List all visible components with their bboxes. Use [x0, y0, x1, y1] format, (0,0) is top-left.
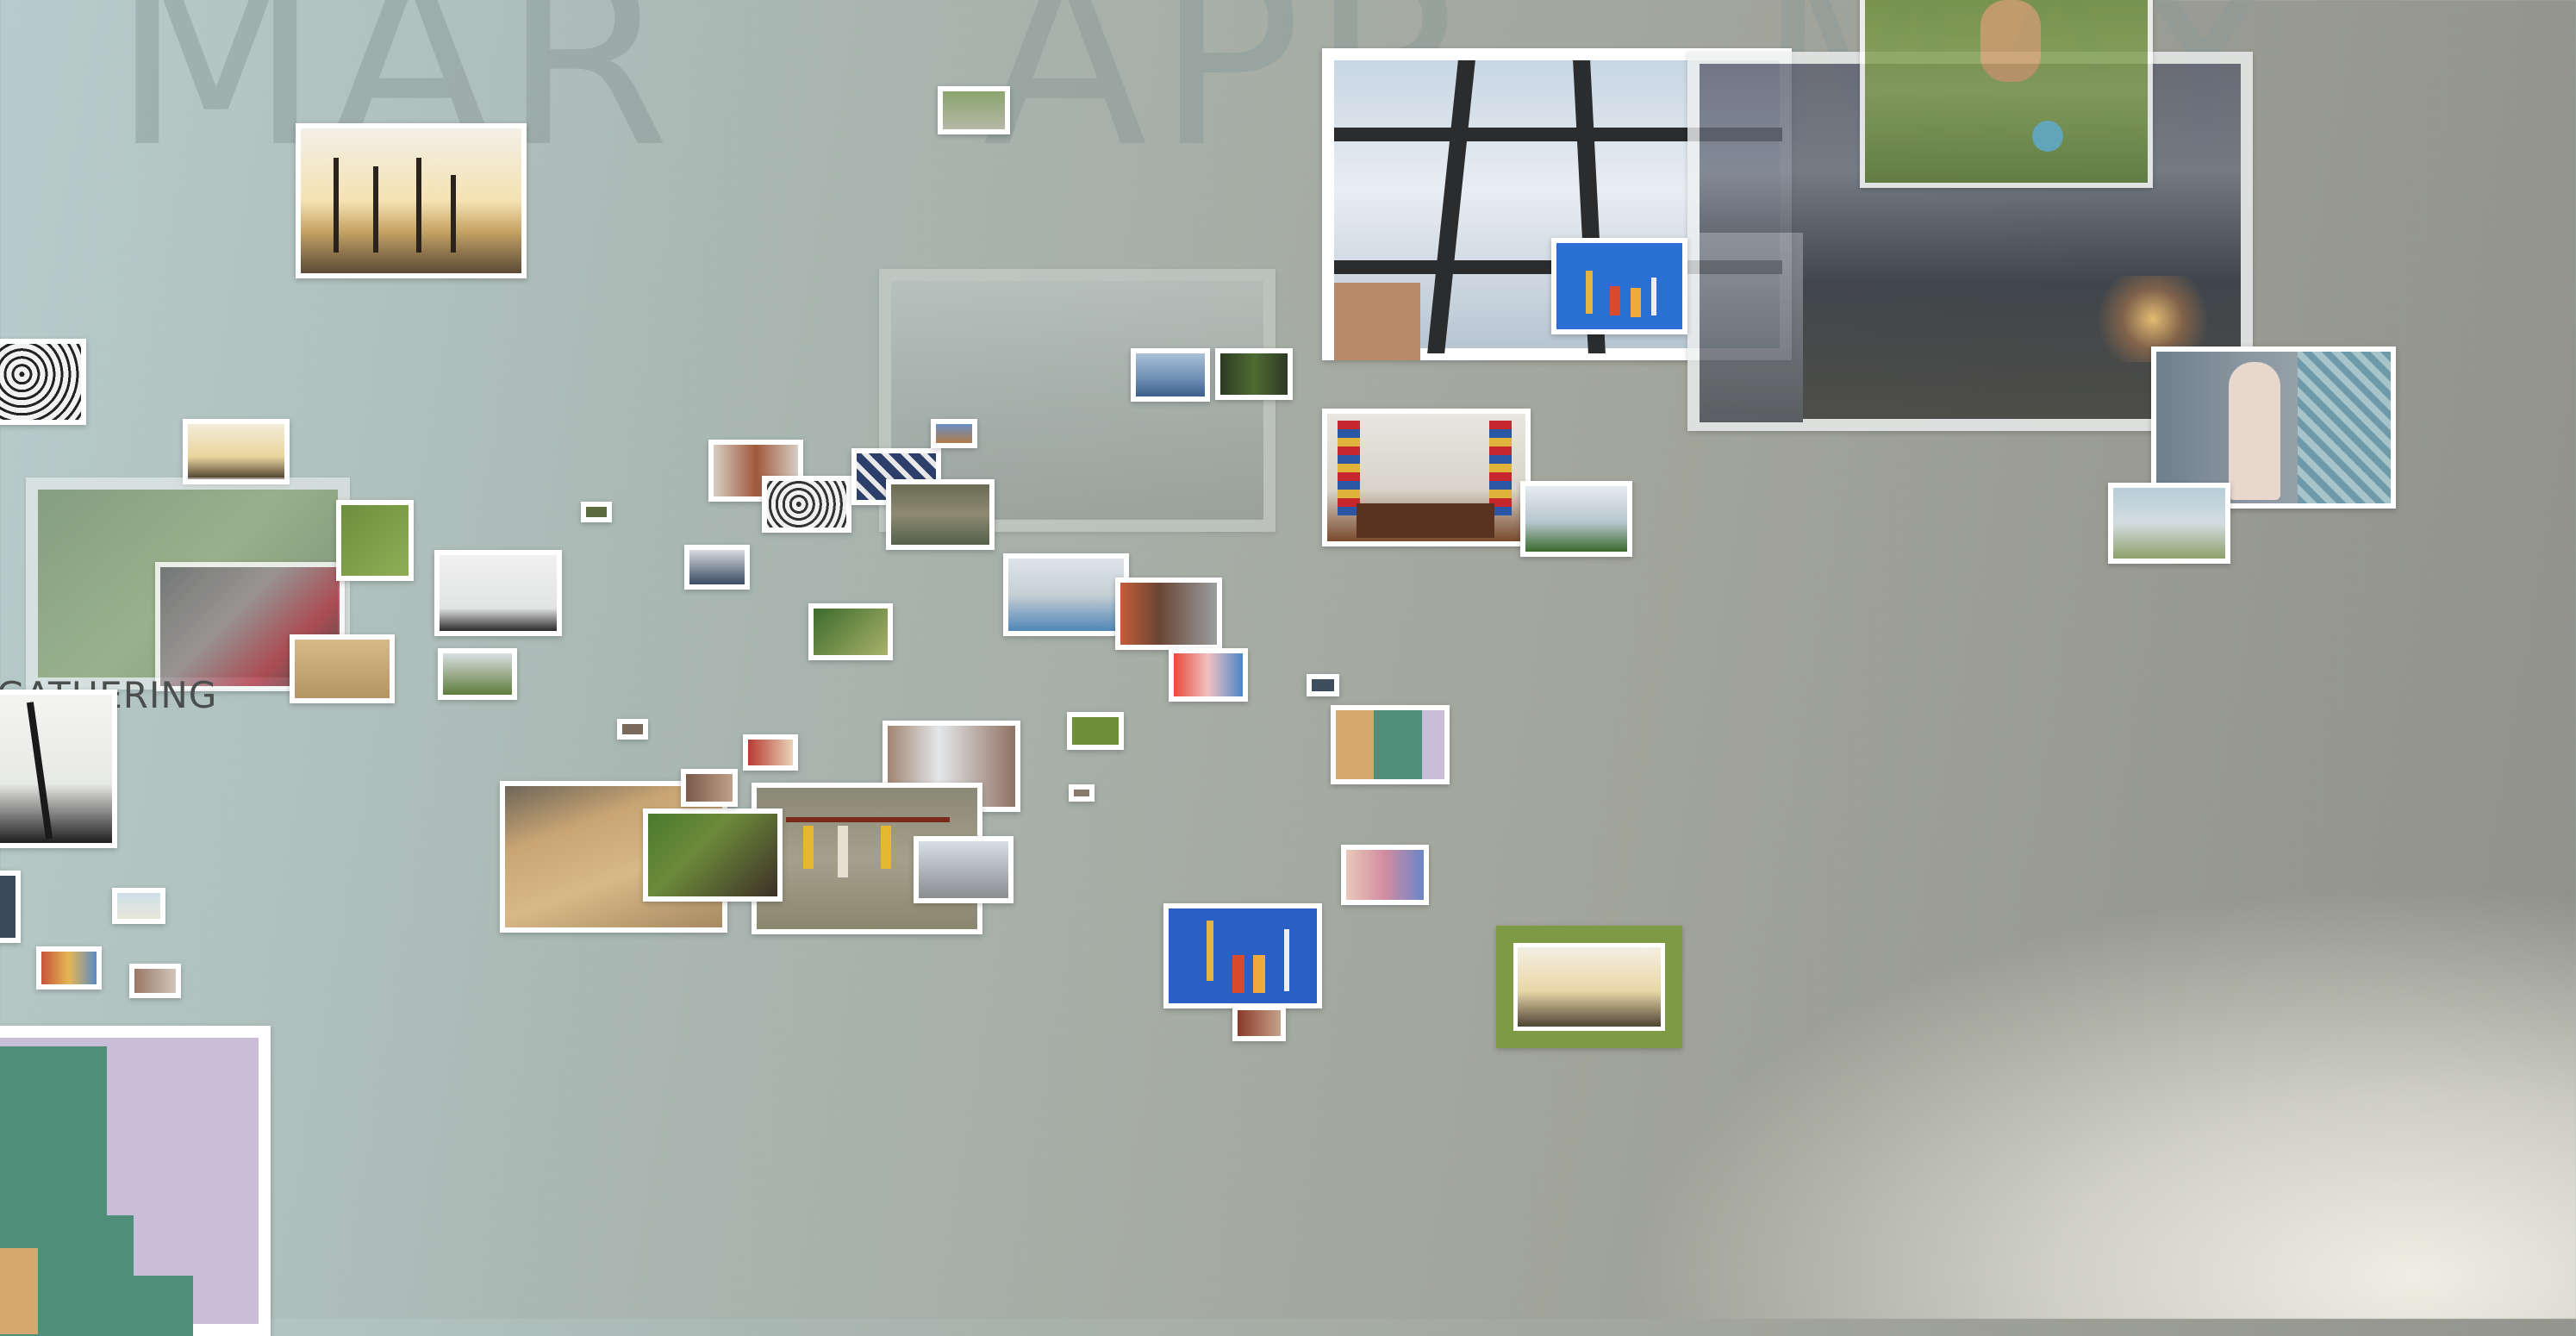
photo-bottles-thumb[interactable]	[1215, 348, 1293, 400]
photo-man-headphones[interactable]	[1115, 577, 1222, 650]
photo-wall-art-thumb[interactable]	[1232, 1005, 1286, 1041]
photo-woman-tapestry[interactable]	[2151, 346, 2396, 509]
photo-tiny-3[interactable]	[1069, 784, 1095, 802]
photo-lace-thumb[interactable]	[762, 476, 851, 533]
photo-lace-pattern[interactable]	[0, 339, 86, 425]
photo-dog-on-grass[interactable]	[1860, 0, 2153, 188]
photo-palms-hedge-frame[interactable]	[1496, 926, 1682, 1048]
photo-birds-palm[interactable]	[434, 550, 562, 636]
photo-dog-grass-small[interactable]	[336, 500, 414, 581]
photo-window-small[interactable]	[914, 836, 1014, 903]
photo-colorful-wall-large[interactable]	[0, 1026, 271, 1336]
photo-tiny-1[interactable]	[581, 502, 612, 522]
photo-street-walkers[interactable]	[684, 545, 750, 590]
photo-edge-thumb[interactable]	[0, 871, 21, 943]
photo-palm-trees-sunset[interactable]	[296, 123, 527, 278]
photo-group-selfie[interactable]	[643, 808, 783, 902]
photo-beach-tiny[interactable]	[112, 888, 165, 924]
photo-toys-small[interactable]	[36, 946, 102, 990]
photo-lake-trees[interactable]	[1520, 481, 1632, 557]
photo-sidewalk-thumb[interactable]	[938, 86, 1010, 134]
photo-tools-wall-thumb[interactable]	[886, 479, 995, 550]
photo-group-green[interactable]	[808, 603, 893, 660]
photo-door-small[interactable]	[681, 769, 738, 807]
photo-plaza-people[interactable]	[1003, 553, 1129, 636]
photo-blue-tools-thumb[interactable]	[1551, 238, 1687, 334]
photo-blue-wall-tools[interactable]	[1163, 903, 1322, 1008]
photo-dining-room[interactable]	[1322, 409, 1531, 546]
photo-bag-thumb[interactable]	[743, 734, 798, 771]
photo-trees-park[interactable]	[438, 648, 517, 700]
photo-building-tiny[interactable]	[1307, 674, 1339, 696]
photo-bike-by-water[interactable]	[2108, 483, 2230, 564]
photo-street-art-thumb[interactable]	[1341, 845, 1429, 905]
photo-sand-thumb[interactable]	[290, 634, 395, 703]
photo-tiny-2[interactable]	[617, 719, 648, 740]
photo-palms-small[interactable]	[183, 419, 290, 484]
photo-colorful-wall[interactable]	[1331, 705, 1450, 784]
photo-toys-thumb[interactable]	[1169, 648, 1248, 702]
photo-door-tiny[interactable]	[129, 964, 181, 998]
photo-dog-tiny[interactable]	[1067, 712, 1124, 750]
photo-ocean-thumb[interactable]	[1131, 348, 1210, 402]
photo-bike-tiny[interactable]	[931, 419, 977, 448]
photo-palm-silhouette[interactable]	[0, 690, 117, 848]
